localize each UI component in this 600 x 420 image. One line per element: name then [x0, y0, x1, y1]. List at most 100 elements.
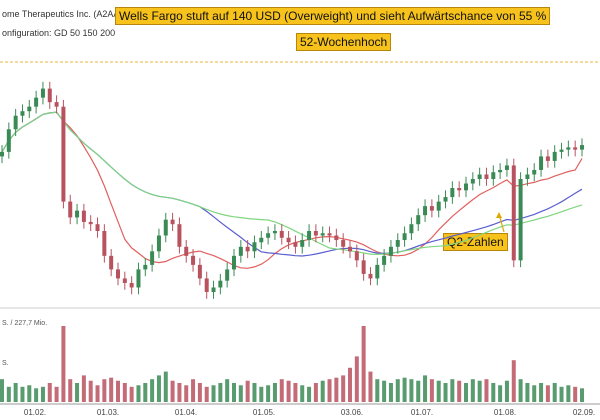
volume-bar: [61, 326, 66, 402]
candle-body: [20, 111, 25, 116]
candle-body: [47, 88, 52, 103]
candle-body: [184, 246, 189, 256]
volume-bar: [109, 377, 114, 402]
candle-body: [504, 165, 509, 170]
volume-bar: [518, 379, 523, 402]
candle-body: [429, 206, 434, 211]
candle-body: [580, 145, 584, 150]
volume-bar: [116, 380, 120, 402]
sma-50-line: [1, 111, 583, 269]
x-tick-label: 02.09.: [573, 408, 595, 417]
volume-bar: [341, 375, 346, 402]
instrument-title: ome Therapeutics Inc. (A2AA7B): [2, 9, 134, 19]
volume-bar: [184, 385, 189, 402]
sma-200-line: [1, 111, 583, 256]
volume-bar: [27, 385, 32, 402]
volume-bar: [402, 377, 407, 402]
candle-body: [518, 179, 523, 261]
candle-body: [552, 151, 557, 161]
candle-body: [327, 233, 332, 236]
volume-bar: [348, 367, 352, 402]
candle-body: [75, 210, 80, 218]
volume-bar: [382, 380, 387, 402]
candle-body: [34, 97, 39, 107]
volume-bar: [47, 383, 52, 402]
candle-body: [61, 106, 66, 202]
candle-body: [436, 201, 441, 211]
candle-body: [484, 174, 489, 179]
candle-body: [307, 230, 312, 241]
candle-body: [477, 174, 482, 179]
candle-body: [539, 156, 544, 170]
candle-body: [566, 147, 571, 150]
candle-body: [348, 246, 352, 252]
candle-body: [423, 206, 428, 216]
volume-bar: [204, 386, 209, 402]
volume-bar: [470, 379, 475, 402]
candle-body: [191, 255, 196, 265]
volume-bar: [81, 375, 86, 402]
x-tick-label: 01.02.: [24, 408, 46, 417]
candle-body: [88, 221, 93, 225]
volume-bar: [566, 385, 571, 402]
volume-bar: [388, 383, 393, 402]
volume-bar: [191, 379, 196, 402]
volume-bar: [504, 380, 509, 402]
candle-body: [136, 269, 141, 288]
candle-body: [6, 129, 11, 152]
x-tick-label: 01.07.: [411, 408, 433, 417]
volume-bar: [238, 385, 243, 402]
volume-bar: [416, 380, 421, 402]
candle-body: [491, 172, 496, 179]
volume-bar: [177, 383, 182, 402]
candle-body: [354, 251, 359, 261]
candle-body: [259, 237, 264, 243]
volume-bar: [477, 380, 482, 402]
candle-body: [279, 230, 284, 238]
candle-body: [525, 174, 530, 179]
candle-body: [532, 169, 537, 175]
candle-body: [470, 179, 475, 184]
volume-bar: [464, 383, 468, 402]
sma-150-line: [1, 111, 583, 257]
volume-bar: [218, 383, 223, 402]
volume-bar: [245, 380, 250, 402]
high-annotation: 52-Wochenhoch: [296, 33, 392, 51]
candle-body: [368, 273, 373, 279]
candle-body: [102, 230, 107, 256]
volume-bar: [211, 385, 216, 402]
volume-bar: [143, 383, 148, 402]
volume-bar: [334, 377, 339, 402]
volume-bar: [368, 371, 373, 402]
candle-body: [252, 242, 257, 252]
volume-bar: [122, 383, 127, 402]
candle-body: [395, 240, 400, 247]
volume-bar: [511, 360, 516, 402]
candle-body: [0, 151, 4, 157]
volume-label-bottom: S.: [2, 360, 9, 367]
candle-body: [218, 280, 223, 288]
volume-bar: [197, 383, 202, 402]
candle-body: [300, 240, 305, 247]
candle-body: [40, 88, 45, 98]
candle-body: [122, 278, 127, 283]
volume-bar: [279, 379, 284, 402]
candle-body: [457, 188, 462, 191]
volume-label-top: S. / 227,7 Mio.: [2, 320, 47, 327]
volume-bar: [307, 386, 312, 402]
headline-annotation: Wells Fargo stuft auf 140 USD (Overweigh…: [115, 7, 551, 25]
candle-body: [464, 183, 468, 191]
volume-bar: [266, 385, 271, 402]
volume-bar: [484, 379, 489, 402]
volume-bar: [409, 379, 414, 402]
volume-bar: [163, 371, 168, 402]
volume-bar: [545, 385, 550, 402]
candle-body: [81, 210, 86, 222]
candles: [0, 81, 584, 299]
earnings-arrow-head: [496, 212, 502, 218]
moving-averages: [1, 111, 583, 269]
volume-bar: [170, 380, 175, 402]
volume-bar: [395, 379, 400, 402]
candle-body: [238, 246, 243, 256]
candle-body: [272, 230, 277, 234]
